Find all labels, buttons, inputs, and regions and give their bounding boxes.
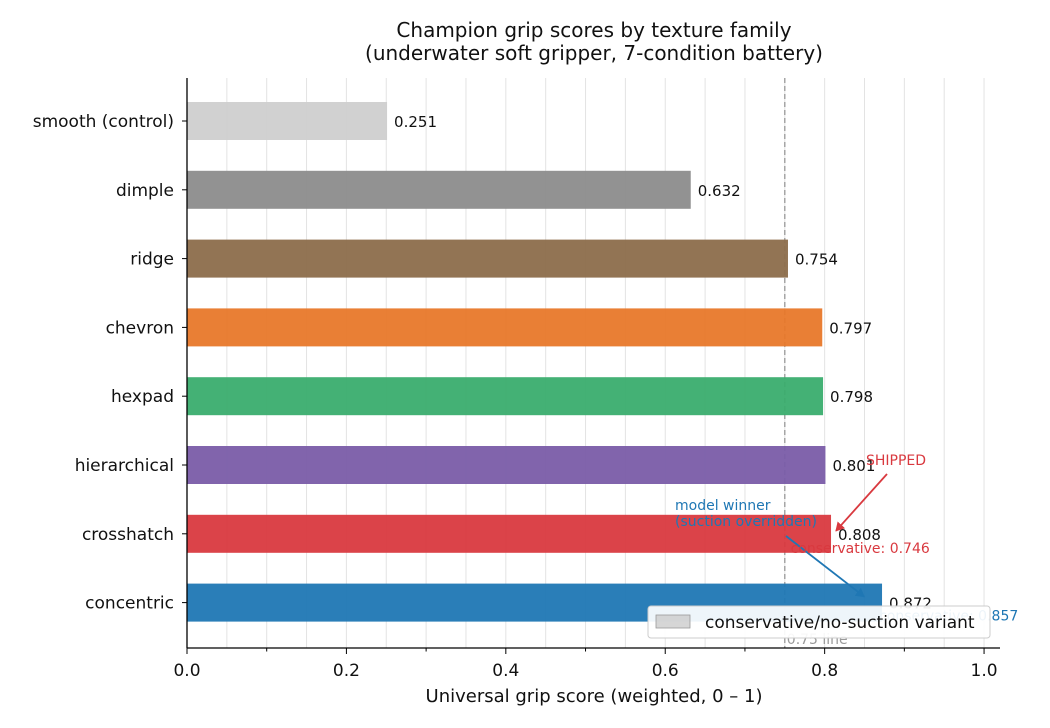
x-tick-label: 0.6 xyxy=(652,661,679,681)
category-label: dimple xyxy=(116,181,174,201)
chart-subtitle: (underwater soft gripper, 7-condition ba… xyxy=(365,41,823,65)
grid-layer xyxy=(226,78,985,648)
value-label: 0.808 xyxy=(838,526,881,544)
value-label: 0.251 xyxy=(394,113,437,131)
bar-ridge xyxy=(187,239,788,278)
value-label: 0.754 xyxy=(795,251,838,269)
bar-smooth-control xyxy=(187,102,388,140)
legend: conservative/no-suction variant xyxy=(647,605,991,639)
value-label: 0.797 xyxy=(829,319,872,337)
shipped-arrow xyxy=(835,473,888,532)
model-winner-label: model winner xyxy=(675,498,771,514)
x-tick-label: 1.0 xyxy=(971,661,998,681)
x-tick-label: 0.8 xyxy=(811,661,838,681)
legend-box xyxy=(647,605,991,639)
value-label: 0.801 xyxy=(832,457,875,475)
category-label: hexpad xyxy=(111,387,174,407)
reference-line-layer: 0.75 line xyxy=(784,78,848,648)
model-winner-label: (suction overridden) xyxy=(675,514,817,530)
shipped-label: SHIPPED xyxy=(866,453,926,469)
x-tick-label: 0.4 xyxy=(492,661,519,681)
axes-layer xyxy=(182,78,1000,654)
bars-layer xyxy=(187,102,883,622)
category-label: hierarchical xyxy=(75,456,174,476)
conservative-label-crosshatch: conservative: 0.746 xyxy=(791,541,930,557)
legend-label: conservative/no-suction variant xyxy=(705,613,975,633)
bar-hexpad xyxy=(187,377,824,416)
category-label: ridge xyxy=(130,250,174,270)
value-label: 0.632 xyxy=(698,182,741,200)
chart-title: Champion grip scores by texture family xyxy=(396,18,791,42)
model-winner-arrow xyxy=(785,535,865,598)
x-axis-label: Universal grip score (weighted, 0 – 1) xyxy=(426,686,763,707)
x-tick-label: 0.2 xyxy=(333,661,360,681)
bar-chevron xyxy=(187,308,823,347)
category-label: crosshatch xyxy=(82,525,174,545)
bar-crosshatch xyxy=(187,514,832,553)
labels-layer: smooth (control) dimple ridge chevron hexpad… xyxy=(33,112,998,681)
category-label: concentric xyxy=(85,594,174,614)
category-label: chevron xyxy=(106,318,174,338)
legend-swatch xyxy=(655,614,691,629)
category-label: smooth (control) xyxy=(33,112,174,132)
x-tick-label: 0.0 xyxy=(173,661,200,681)
bar-hierarchical xyxy=(187,446,826,484)
bar-dimple xyxy=(187,170,691,209)
value-label: 0.798 xyxy=(830,388,873,406)
